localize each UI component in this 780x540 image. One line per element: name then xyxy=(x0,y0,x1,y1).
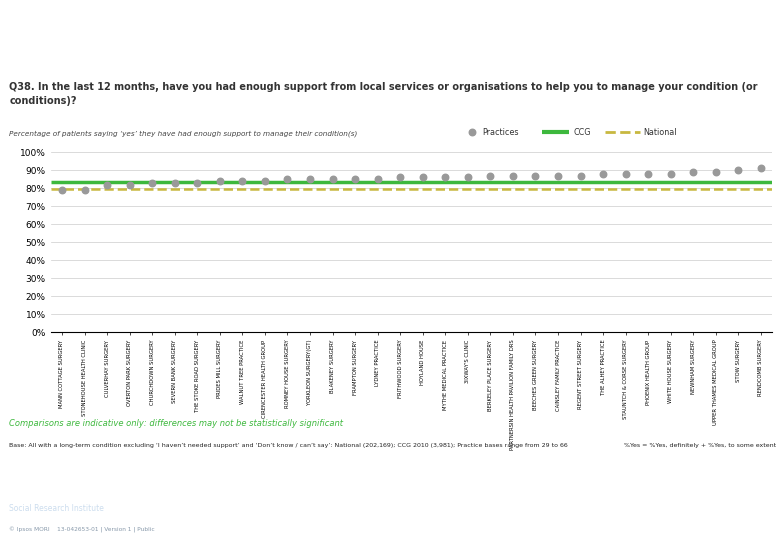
Text: 45: 45 xyxy=(382,497,398,510)
Point xyxy=(371,175,384,184)
Point xyxy=(439,173,452,181)
Point xyxy=(78,186,90,194)
Point xyxy=(574,171,587,180)
Point xyxy=(326,175,339,184)
Point xyxy=(123,180,136,189)
Point xyxy=(755,164,768,173)
Text: CCG: CCG xyxy=(573,128,590,137)
Text: © Ipsos MORI    13-042653-01 | Version 1 | Public: © Ipsos MORI 13-042653-01 | Version 1 | … xyxy=(9,527,155,533)
Point xyxy=(462,173,474,181)
Point xyxy=(687,167,700,176)
Text: Ipsos MORI: Ipsos MORI xyxy=(9,482,75,492)
Point xyxy=(55,186,68,194)
Point xyxy=(665,170,677,178)
Point xyxy=(394,173,406,181)
Point xyxy=(710,167,722,176)
Text: Comparisons are indicative only: differences may not be statistically significan: Comparisons are indicative only: differe… xyxy=(9,418,343,428)
Point xyxy=(619,170,632,178)
Point xyxy=(349,175,361,184)
Point xyxy=(484,171,497,180)
Text: Social Research Institute: Social Research Institute xyxy=(9,503,105,512)
Text: Percentage of patients saying ‘yes’ they have had enough support to manage their: Percentage of patients saying ‘yes’ they… xyxy=(9,130,358,137)
Point xyxy=(466,128,478,137)
Point xyxy=(417,173,429,181)
Point xyxy=(303,175,316,184)
Point xyxy=(214,177,226,185)
Text: Q38. In the last 12 months, have you had enough support from local services or o: Q38. In the last 12 months, have you had… xyxy=(9,83,758,106)
Point xyxy=(642,170,654,178)
Point xyxy=(529,171,541,180)
Point xyxy=(259,177,271,185)
Point xyxy=(146,178,158,187)
Text: Support with managing long-term health conditions:
how the CCG’s practices compa: Support with managing long-term health c… xyxy=(9,15,487,50)
Point xyxy=(236,177,249,185)
Point xyxy=(597,170,609,178)
Point xyxy=(507,171,519,180)
Point xyxy=(551,171,564,180)
Point xyxy=(168,178,181,187)
Point xyxy=(101,180,113,189)
Point xyxy=(191,178,204,187)
Point xyxy=(732,166,745,174)
Point xyxy=(282,175,294,184)
Text: %Yes = %Yes, definitely + %Yes, to some extent: %Yes = %Yes, definitely + %Yes, to some … xyxy=(624,443,776,448)
Text: Base: All with a long-term condition excluding ‘I haven’t needed support’ and ‘D: Base: All with a long-term condition exc… xyxy=(9,443,568,448)
Text: National: National xyxy=(644,128,677,137)
Text: Practices: Practices xyxy=(482,128,519,137)
